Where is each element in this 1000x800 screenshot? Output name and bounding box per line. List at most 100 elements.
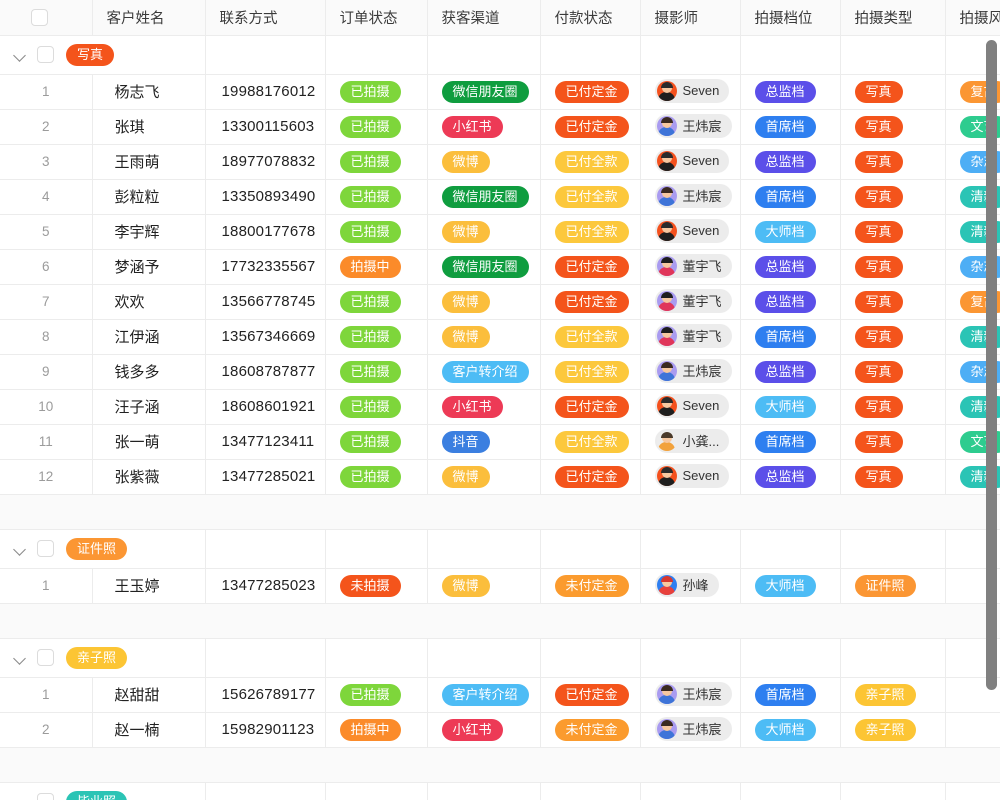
column-header-order[interactable]: 订单状态 [325, 0, 428, 36]
tag-level[interactable]: 首席档 [754, 430, 816, 453]
select-all-checkbox[interactable] [31, 8, 48, 26]
tag-pay[interactable]: 已付全款 [554, 430, 629, 453]
tag-chan[interactable]: 抖音 [441, 430, 490, 453]
tag-type[interactable]: 写真 [854, 80, 903, 103]
cell-customer-name[interactable]: 张一萌 [92, 424, 206, 460]
tag-pay[interactable]: 已付定金 [554, 115, 629, 138]
cell-photographer[interactable]: 董宇飞 [640, 249, 741, 285]
tag-level[interactable]: 大师档 [754, 574, 816, 597]
tag-order[interactable]: 已拍摄 [339, 115, 401, 138]
cell-order-status[interactable]: 已拍摄 [325, 319, 428, 355]
photographer-chip[interactable]: 孙峰 [654, 572, 719, 597]
cell-payment-status[interactable]: 未付定金 [540, 568, 641, 604]
tag-chan[interactable]: 客户转介绍 [441, 683, 529, 706]
cell-photographer[interactable]: 王炜宸 [640, 109, 741, 145]
cell-level[interactable]: 总监档 [740, 354, 841, 390]
cell-photographer[interactable]: 董宇飞 [640, 319, 741, 355]
cell-customer-name[interactable]: 梦涵予 [92, 249, 206, 285]
table-row[interactable]: 7 欢欢 13566778745 已拍摄 微博 已付定金 董宇飞 总监档 写真 复古 [0, 284, 1000, 320]
tag-level[interactable]: 首席档 [754, 115, 816, 138]
table-row[interactable]: 11 张一萌 13477123411 已拍摄 抖音 已付全款 小龚... 首席档 写真 文艺 [0, 424, 1000, 460]
group-select-checkbox[interactable] [37, 540, 54, 557]
cell-photographer[interactable]: 董宇飞 [640, 284, 741, 320]
tag-chan[interactable]: 微信朋友圈 [441, 80, 529, 103]
chevron-down-icon[interactable] [12, 794, 28, 800]
cell-photographer[interactable]: Seven [640, 144, 741, 180]
cell-channel[interactable]: 小红书 [427, 712, 541, 748]
cell-order-status[interactable]: 已拍摄 [325, 677, 428, 713]
cell-payment-status[interactable]: 已付全款 [540, 179, 641, 215]
cell-level[interactable]: 总监档 [740, 459, 841, 495]
tag-order[interactable]: 已拍摄 [339, 395, 401, 418]
cell-photographer[interactable]: 王炜宸 [640, 354, 741, 390]
photographer-chip[interactable]: 王炜宸 [654, 681, 732, 706]
cell-channel[interactable]: 微博 [427, 568, 541, 604]
cell-customer-name[interactable]: 赵甜甜 [92, 677, 206, 713]
group-label-tag[interactable]: 亲子照 [66, 646, 128, 669]
tag-pay[interactable]: 未付定金 [554, 718, 629, 741]
cell-shoot-type[interactable]: 证件照 [840, 568, 946, 604]
cell-order-status[interactable]: 已拍摄 [325, 354, 428, 390]
cell-level[interactable]: 总监档 [740, 249, 841, 285]
tag-pay[interactable]: 已付定金 [554, 683, 629, 706]
cell-phone[interactable]: 18608787877 [205, 354, 326, 390]
table-row[interactable]: 8 江伊涵 13567346669 已拍摄 微博 已付全款 董宇飞 首席档 写真 清新 [0, 319, 1000, 355]
cell-order-status[interactable]: 已拍摄 [325, 144, 428, 180]
cell-payment-status[interactable]: 已付定金 [540, 109, 641, 145]
cell-shoot-type[interactable]: 写真 [840, 74, 946, 110]
cell-shoot-type[interactable]: 亲子照 [840, 677, 946, 713]
tag-type[interactable]: 写真 [854, 150, 903, 173]
table-row[interactable]: 6 梦涵予 17732335567 拍摄中 微信朋友圈 已付定金 董宇飞 总监档 写真 杂志 [0, 249, 1000, 285]
cell-photographer[interactable]: Seven [640, 459, 741, 495]
cell-photographer[interactable]: Seven [640, 389, 741, 425]
table-row[interactable]: 12 张紫薇 13477285021 已拍摄 微博 已付定金 Seven 总监档 写真 清新 [0, 459, 1000, 495]
tag-type[interactable]: 写真 [854, 325, 903, 348]
cell-channel[interactable]: 抖音 [427, 424, 541, 460]
tag-level[interactable]: 首席档 [754, 325, 816, 348]
tag-type[interactable]: 亲子照 [854, 718, 916, 741]
table-row[interactable]: 2 张琪 13300115603 已拍摄 小红书 已付定金 王炜宸 首席档 写真 文艺 [0, 109, 1000, 145]
cell-phone[interactable]: 13477285023 [205, 568, 326, 604]
cell-order-status[interactable]: 已拍摄 [325, 389, 428, 425]
column-header-level[interactable]: 拍摄档位 [740, 0, 841, 36]
tag-order[interactable]: 已拍摄 [339, 150, 401, 173]
tag-level[interactable]: 总监档 [754, 465, 816, 488]
tag-pay[interactable]: 已付定金 [554, 80, 629, 103]
column-header-type[interactable]: 拍摄类型 [840, 0, 946, 36]
tag-chan[interactable]: 微博 [441, 325, 490, 348]
cell-payment-status[interactable]: 已付定金 [540, 459, 641, 495]
tag-chan[interactable]: 客户转介绍 [441, 360, 529, 383]
cell-phone[interactable]: 15982901123 [205, 712, 326, 748]
cell-customer-name[interactable]: 王雨萌 [92, 144, 206, 180]
table-row[interactable]: 1 王玉婷 13477285023 未拍摄 微博 未付定金 孙峰 大师档 证件照 [0, 568, 1000, 604]
cell-payment-status[interactable]: 已付全款 [540, 354, 641, 390]
photographer-chip[interactable]: 小龚... [654, 428, 730, 453]
tag-chan[interactable]: 小红书 [441, 115, 503, 138]
cell-channel[interactable]: 微博 [427, 144, 541, 180]
cell-channel[interactable]: 微信朋友圈 [427, 249, 541, 285]
cell-order-status[interactable]: 已拍摄 [325, 109, 428, 145]
cell-shoot-type[interactable]: 写真 [840, 459, 946, 495]
tag-order[interactable]: 已拍摄 [339, 465, 401, 488]
tag-type[interactable]: 写真 [854, 290, 903, 313]
cell-shoot-type[interactable]: 写真 [840, 109, 946, 145]
photographer-chip[interactable]: Seven [654, 218, 730, 243]
cell-customer-name[interactable]: 王玉婷 [92, 568, 206, 604]
tag-level[interactable]: 首席档 [754, 683, 816, 706]
cell-channel[interactable]: 小红书 [427, 389, 541, 425]
cell-order-status[interactable]: 已拍摄 [325, 179, 428, 215]
tag-type[interactable]: 写真 [854, 185, 903, 208]
tag-order[interactable]: 未拍摄 [339, 574, 401, 597]
photographer-chip[interactable]: 董宇飞 [654, 253, 732, 278]
tag-chan[interactable]: 微博 [441, 465, 490, 488]
tag-type[interactable]: 写真 [854, 220, 903, 243]
tag-pay[interactable]: 已付定金 [554, 255, 629, 278]
column-header-photog[interactable]: 摄影师 [640, 0, 741, 36]
cell-payment-status[interactable]: 已付定金 [540, 74, 641, 110]
cell-shoot-type[interactable]: 写真 [840, 319, 946, 355]
cell-channel[interactable]: 客户转介绍 [427, 354, 541, 390]
group-select-checkbox[interactable] [37, 46, 54, 63]
column-header-style[interactable]: 拍摄风 [945, 0, 1000, 36]
column-header-phone[interactable]: 联系方式 [205, 0, 326, 36]
cell-phone[interactable]: 13567346669 [205, 319, 326, 355]
